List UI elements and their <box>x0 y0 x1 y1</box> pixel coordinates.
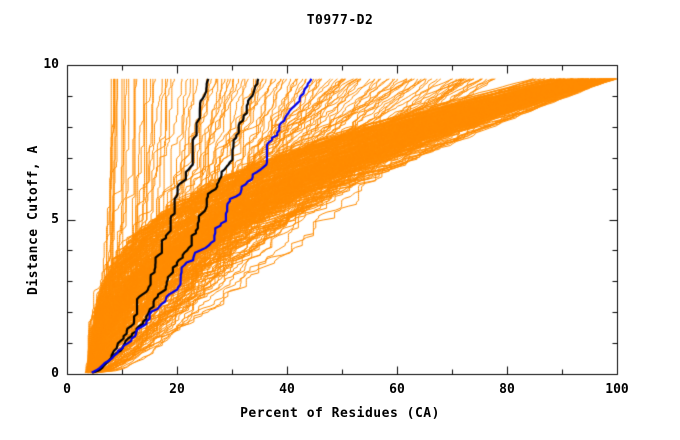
y-tick-label: 5 <box>51 211 59 227</box>
x-tick-label: 20 <box>169 382 185 397</box>
x-tick-label: 0 <box>63 382 71 397</box>
x-tick-label: 100 <box>605 382 629 397</box>
x-tick-label: 40 <box>279 382 295 397</box>
page-title: T0977-D2 <box>306 13 374 28</box>
y-tick-label: 0 <box>51 366 59 381</box>
y-tick-label: 10 <box>43 57 59 72</box>
x-tick-label: 80 <box>499 382 515 397</box>
x-tick-label: 60 <box>389 382 405 397</box>
x-axis-label: Percent of Residues (CA) <box>240 406 440 421</box>
